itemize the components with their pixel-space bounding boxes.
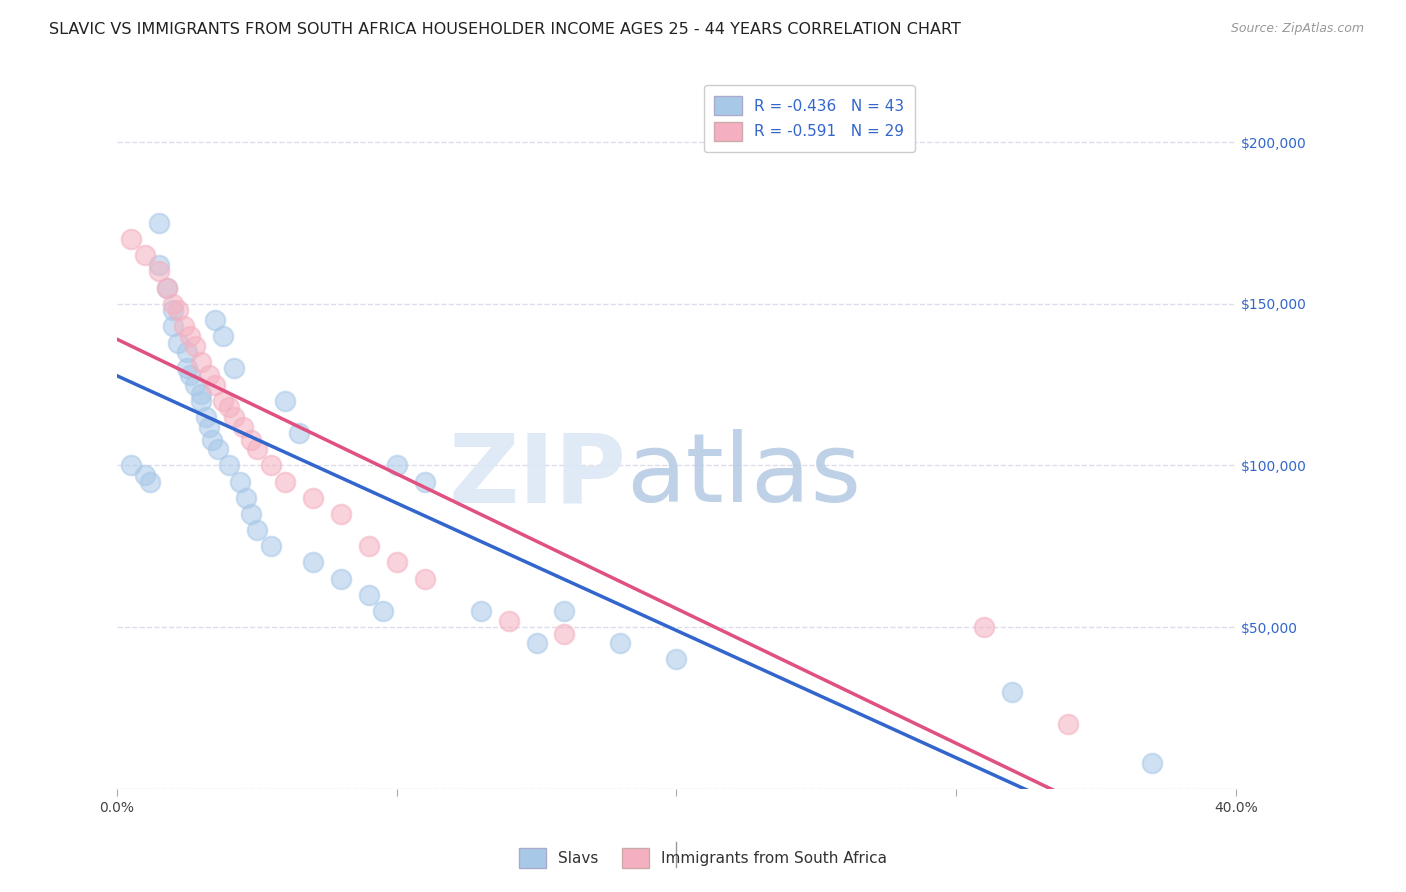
Point — [553, 604, 575, 618]
Text: atlas: atlas — [626, 429, 860, 523]
Point — [139, 475, 162, 489]
Text: SLAVIC VS IMMIGRANTS FROM SOUTH AFRICA HOUSEHOLDER INCOME AGES 25 - 44 YEARS COR: SLAVIC VS IMMIGRANTS FROM SOUTH AFRICA H… — [49, 22, 962, 37]
Point — [167, 335, 190, 350]
Point — [357, 539, 380, 553]
Point — [167, 303, 190, 318]
Point — [413, 475, 436, 489]
Point — [246, 442, 269, 457]
Point — [246, 523, 269, 537]
Point — [229, 475, 252, 489]
Point — [1140, 756, 1163, 770]
Point — [385, 556, 408, 570]
Point — [173, 319, 195, 334]
Point — [553, 626, 575, 640]
Point — [148, 264, 170, 278]
Point — [198, 368, 221, 382]
Point — [413, 572, 436, 586]
Point — [179, 368, 201, 382]
Point — [162, 319, 184, 334]
Point — [184, 377, 207, 392]
Point — [232, 419, 254, 434]
Point — [240, 433, 263, 447]
Point — [240, 507, 263, 521]
Point — [357, 588, 380, 602]
Point — [329, 572, 352, 586]
Point — [120, 232, 142, 246]
Point — [148, 258, 170, 272]
Point — [235, 491, 257, 505]
Legend: R = -0.436   N = 43, R = -0.591   N = 29: R = -0.436 N = 43, R = -0.591 N = 29 — [703, 85, 915, 152]
Point — [260, 458, 283, 473]
Point — [156, 280, 179, 294]
Point — [1057, 717, 1080, 731]
Point — [470, 604, 492, 618]
Point — [190, 387, 212, 401]
Point — [190, 355, 212, 369]
Point — [218, 458, 240, 473]
Point — [156, 280, 179, 294]
Point — [301, 556, 323, 570]
Point — [201, 433, 224, 447]
Point — [190, 393, 212, 408]
Point — [609, 636, 631, 650]
Point — [274, 393, 297, 408]
Point — [218, 401, 240, 415]
Point — [195, 409, 218, 424]
Point — [665, 652, 688, 666]
Point — [224, 409, 246, 424]
Legend: Slavs, Immigrants from South Africa: Slavs, Immigrants from South Africa — [510, 840, 896, 875]
Point — [301, 491, 323, 505]
Point — [179, 329, 201, 343]
Point — [1001, 685, 1024, 699]
Point — [212, 329, 235, 343]
Point — [134, 468, 156, 483]
Point — [287, 426, 309, 441]
Point — [274, 475, 297, 489]
Point — [162, 297, 184, 311]
Point — [162, 303, 184, 318]
Point — [498, 614, 520, 628]
Point — [385, 458, 408, 473]
Point — [204, 313, 226, 327]
Text: ZIP: ZIP — [449, 429, 626, 523]
Point — [260, 539, 283, 553]
Point — [134, 248, 156, 262]
Point — [329, 507, 352, 521]
Point — [148, 216, 170, 230]
Point — [526, 636, 548, 650]
Point — [176, 361, 198, 376]
Point — [207, 442, 229, 457]
Point — [198, 419, 221, 434]
Point — [371, 604, 394, 618]
Point — [973, 620, 995, 634]
Point — [224, 361, 246, 376]
Point — [176, 345, 198, 359]
Point — [212, 393, 235, 408]
Text: Source: ZipAtlas.com: Source: ZipAtlas.com — [1230, 22, 1364, 36]
Point — [184, 339, 207, 353]
Point — [204, 377, 226, 392]
Point — [120, 458, 142, 473]
